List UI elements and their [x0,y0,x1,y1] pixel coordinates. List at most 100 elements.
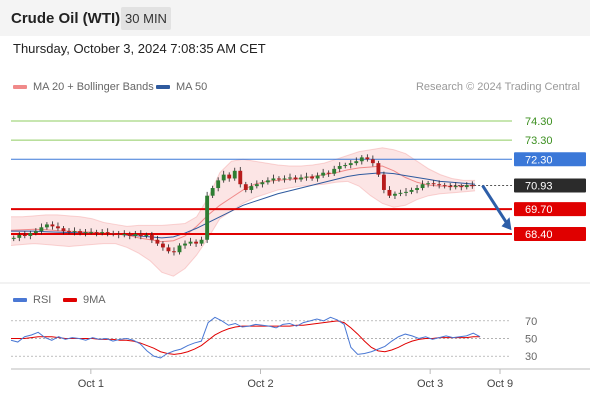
candle-body [398,192,403,194]
candle-body [205,195,210,240]
candle-body [227,174,232,179]
legend-bollinger-label: MA 20 + Bollinger Bands [33,81,154,93]
candle-body [470,185,475,187]
credit-text: Research © 2024 Trading Central [415,81,580,93]
candle-body [238,170,243,185]
legend-bollinger: MA 20 + Bollinger Bands [13,81,154,93]
level-label-68-40: 68.40 [525,229,553,241]
candle-body [310,176,315,179]
candle-body [172,251,176,253]
candle-body [122,234,127,236]
candle-body [232,170,237,179]
level-badge-68-40 [514,227,586,242]
candle-body [282,178,287,180]
candle-body [67,231,71,233]
candle-body [83,232,88,234]
candle-body [431,183,436,185]
candle-body [332,168,337,174]
candle-body [188,241,193,244]
candle-body [381,174,386,190]
candle-body [166,247,171,252]
candle-body [183,243,187,246]
ma50-swatch [156,85,170,89]
chart-header: Crude Oil (WTI) 30 MIN [0,0,590,36]
candle-body [448,186,453,188]
candle-body [116,234,121,236]
rsi-tick-label: 50 [525,334,537,346]
rsi-swatch [13,298,27,302]
level-badge-72-30 [514,152,586,167]
level-label-73-30: 73.30 [525,135,553,147]
bollinger-lower-line [10,180,476,277]
candle-body [177,245,182,253]
candle-body [437,184,442,186]
ma20-line [10,165,476,243]
candle-body [426,183,431,185]
candle-body [277,178,281,180]
candle-body [72,231,77,233]
candle-body [376,163,381,175]
legend-ma50-label: MA 50 [176,81,208,93]
level-badge-69-70 [514,202,586,217]
candle-body [293,177,298,180]
candle-body [155,239,160,244]
candle-body [50,224,55,227]
candle-body [420,184,425,189]
candle-body [44,224,49,228]
candle-body [326,172,331,174]
bollinger-swatch [13,85,27,89]
candle-body [315,175,320,179]
candle-body [105,232,110,234]
candle-body [343,165,348,167]
candle-body [61,228,66,232]
candle-body [33,231,38,234]
candle-body [56,226,60,229]
forecast-arrow-shaft [481,184,509,226]
candle-body [359,157,364,162]
candle-body [243,184,248,190]
candle-body [11,237,16,239]
candle-body [299,177,303,180]
ma9-swatch [63,298,77,302]
candle-body [442,185,447,187]
rsi-tick-label: 30 [525,351,537,363]
candle-body [39,227,44,232]
legend-rsi: RSI [13,294,51,306]
instrument-title: Crude Oil (WTI) [11,10,121,27]
candle-body [387,189,392,196]
timeframe-badge[interactable]: 30 MIN [121,7,171,30]
candle-body [210,188,215,196]
candle-body [260,182,265,185]
candle-body [194,241,199,244]
candle-body [144,234,149,236]
candle-body [160,243,165,248]
x-tick-label: Oct 3 [417,378,443,390]
candle-body [354,161,359,164]
candle-body [111,233,116,235]
candle-body [271,178,276,181]
candle-body [321,172,326,176]
level-label-70-93: 70.93 [525,181,553,193]
candle-body [89,232,94,234]
legend-rsi-label: RSI [33,294,52,306]
candle-body [22,234,27,236]
candle-body [348,163,353,166]
candle-body [249,186,254,190]
candle-body [28,233,33,236]
candle-body [393,193,397,196]
candle-body [404,191,408,193]
candle-body [459,186,464,188]
rsi-ma9-line [11,320,481,355]
candle-body [464,185,469,188]
candle-body [409,189,414,192]
candle-body [94,232,99,234]
x-tick-label: Oct 1 [78,378,104,390]
level-badge-70-93 [514,178,586,193]
candle-body [265,180,270,183]
candle-body [453,186,458,188]
candle-body [254,184,259,187]
candle-body [199,239,204,244]
candle-body [216,180,221,189]
rsi-tick-label: 70 [525,316,537,328]
